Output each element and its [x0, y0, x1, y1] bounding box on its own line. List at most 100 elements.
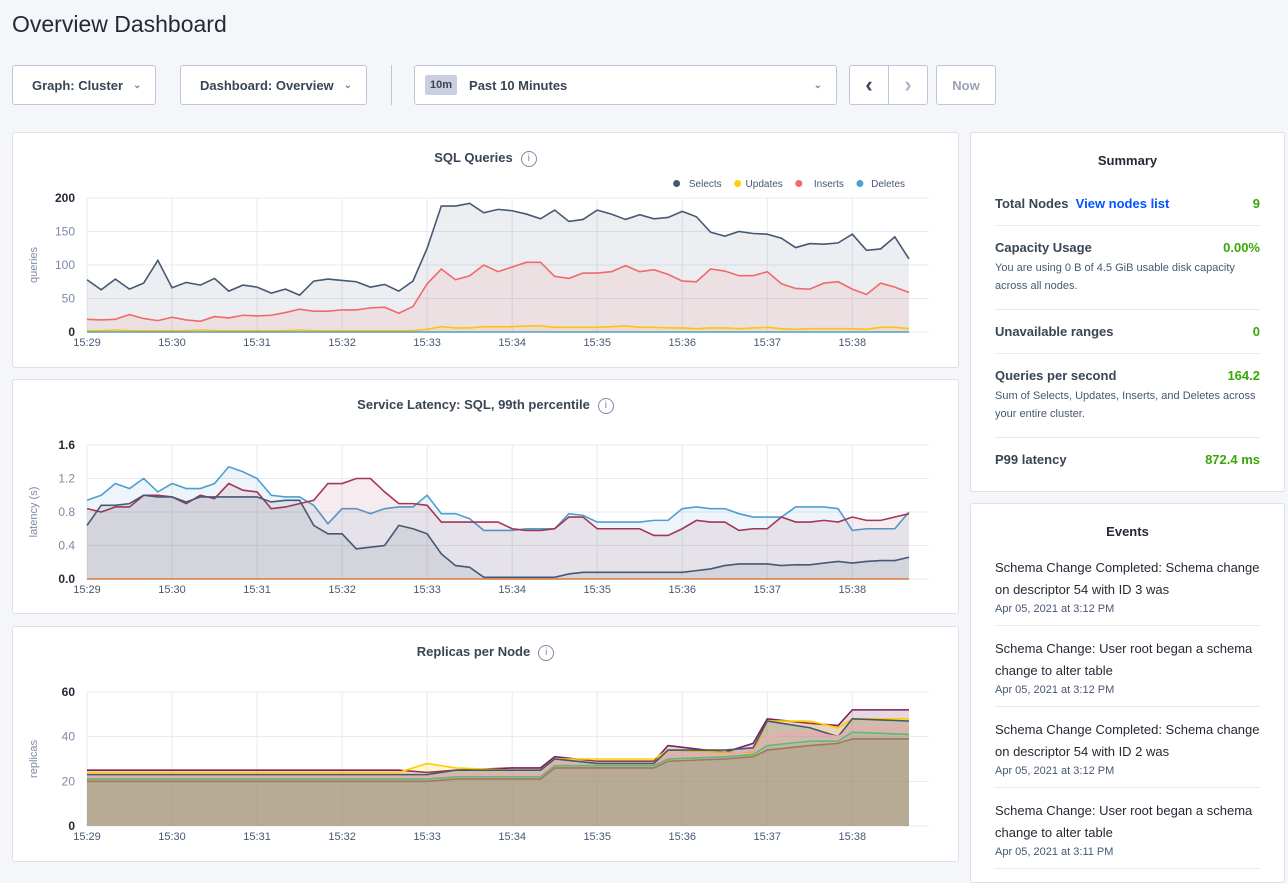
x-tick-label: 15:36	[668, 337, 696, 349]
series-line	[87, 731, 910, 780]
y-tick-label: 100	[55, 258, 75, 272]
x-tick-label: 15:30	[158, 831, 186, 843]
series-area	[87, 718, 909, 826]
summary-capacity: Capacity Usage 0.00% You are using 0 B of …	[995, 226, 1260, 310]
x-tick-label: 15:35	[583, 831, 611, 843]
chart-title: Service Latency: SQL, 99th percentile i	[13, 397, 958, 414]
prev-time-button[interactable]: ‹	[850, 66, 889, 104]
event-text: Schema Change Completed: Schema change o…	[995, 722, 1260, 759]
legend-swatch	[856, 180, 864, 187]
y-tick-label: 0	[68, 819, 75, 833]
x-tick-label: 15:37	[754, 337, 782, 349]
time-badge: 10m	[425, 75, 458, 95]
y-tick-label: 0.8	[58, 505, 75, 519]
y-axis-label: latency (s)	[28, 487, 40, 538]
x-tick-label: 15:33	[413, 831, 441, 843]
x-tick-label: 15:34	[498, 584, 526, 596]
sql-queries-panel: SQL Queries i 0 50 100 150 200 15:29 15:30 15:31…	[12, 132, 959, 368]
time-range-label: Past 10 Minutes	[469, 77, 568, 93]
chart-title-text: SQL Queries	[434, 150, 513, 165]
x-tick-label: 15:36	[668, 584, 696, 596]
info-icon[interactable]: i	[597, 397, 614, 414]
chevron-down-icon: ⌄	[813, 79, 822, 91]
y-tick-label: 150	[55, 225, 75, 239]
x-tick-label: 15:38	[839, 831, 867, 843]
series-line	[87, 738, 909, 783]
event-date: Apr 05, 2021 at 3:11 PM	[995, 846, 1114, 858]
x-tick-label: 15:32	[328, 337, 356, 349]
event-item[interactable]: Schema Change: User root began a schema …	[995, 626, 1260, 707]
event-item[interactable]: Schema Change: User root began a schema …	[995, 788, 1260, 869]
value: 164.2	[1227, 368, 1260, 383]
x-tick-label: 15:34	[498, 337, 526, 349]
page-title: Overview Dashboard	[12, 11, 227, 37]
chart-title-text: Replicas per Node	[416, 644, 531, 659]
x-tick-label: 15:30	[158, 584, 186, 596]
description: Sum of Selects, Updates, Inserts, and De…	[995, 390, 1256, 420]
y-tick-label: 1.6	[58, 438, 75, 452]
value: 872.4 ms	[1205, 452, 1260, 467]
summary-total-nodes: Total Nodes View nodes list 9	[995, 182, 1260, 226]
y-axis-label: queries	[28, 246, 40, 283]
x-tick-label: 15:31	[243, 337, 271, 349]
value: 9	[1252, 196, 1260, 211]
x-tick-label: 15:29	[73, 337, 101, 349]
latency-panel: Service Latency: SQL, 99th percentile i 0…	[12, 379, 959, 614]
next-time-button[interactable]: ›	[904, 72, 912, 97]
event-item[interactable]: Schema Change Completed: Schema change o…	[995, 545, 1260, 626]
event-date: Apr 05, 2021 at 3:12 PM	[995, 603, 1115, 615]
graph-select-label: Graph: Cluster	[32, 77, 124, 93]
series-line	[86, 261, 910, 323]
replicas-chart: 0 20 40 60 15:29 15:30 15:31 15:32 15:33 15:34 15:…	[28, 685, 929, 843]
summary-unavailable: Unavailable ranges 0	[995, 310, 1260, 354]
graph-select[interactable]: Graph: Cluster ⌄	[12, 65, 156, 105]
x-tick-label: 15:37	[754, 584, 782, 596]
series-area	[87, 466, 909, 579]
series-line	[87, 718, 909, 774]
x-tick-label: 15:37	[754, 831, 782, 843]
x-tick-label: 15:38	[839, 337, 867, 349]
x-tick-label: 15:32	[328, 831, 356, 843]
series-area	[87, 709, 909, 826]
x-tick-label: 15:35	[583, 584, 611, 596]
sql-queries-chart: 0 50 100 150 200 15:29 15:30 15:31 15:32 15:33 15:…	[28, 179, 929, 349]
value: 0	[1252, 324, 1260, 339]
x-tick-label: 15:29	[73, 831, 101, 843]
series-line	[86, 494, 910, 579]
legend-label: Inserts	[814, 179, 844, 190]
value: 0.00%	[1223, 240, 1260, 255]
x-tick-label: 15:34	[498, 831, 526, 843]
label: Capacity Usage	[995, 240, 1092, 255]
info-icon[interactable]: i	[520, 150, 537, 167]
view-nodes-link[interactable]: View nodes list	[1075, 196, 1170, 211]
info-icon[interactable]: i	[538, 644, 555, 661]
events-title: Events	[1106, 524, 1149, 539]
y-tick-label: 20	[62, 774, 76, 788]
x-tick-label: 15:38	[839, 584, 867, 596]
x-tick-label: 15:35	[583, 337, 611, 349]
legend-swatch	[734, 180, 742, 187]
y-tick-label: 200	[55, 191, 75, 205]
x-tick-label: 15:36	[668, 831, 696, 843]
chevron-down-icon: ⌄	[343, 79, 353, 91]
y-tick-label: 1.2	[58, 472, 75, 486]
dashboard-select[interactable]: Dashboard: Overview ⌄	[180, 65, 367, 105]
series-area	[87, 478, 909, 579]
series-area	[87, 738, 909, 826]
event-item[interactable]: Schema Change Completed: Schema change o…	[995, 707, 1260, 788]
event-text: Schema Change: User root began a schema …	[995, 641, 1253, 678]
y-tick-label: 60	[62, 685, 76, 699]
event-text: Schema Change: User root began a schema …	[995, 803, 1253, 840]
x-tick-label: 15:31	[243, 831, 271, 843]
time-range-select[interactable]: 10m Past 10 Minutes ⌄	[414, 65, 837, 105]
time-nav: ‹ ›	[849, 65, 928, 105]
now-button[interactable]: Now	[936, 65, 996, 105]
chart-title-text: Service Latency: SQL, 99th percentile	[357, 397, 590, 412]
series-line	[86, 465, 910, 532]
x-tick-label: 15:33	[413, 337, 441, 349]
y-tick-label: 0.4	[58, 539, 75, 553]
toolbar-divider	[391, 65, 392, 105]
label: Total Nodes	[995, 196, 1069, 211]
summary-panel: Summary Total Nodes View nodes list 9 Cap…	[970, 132, 1285, 492]
series-line	[86, 202, 910, 297]
